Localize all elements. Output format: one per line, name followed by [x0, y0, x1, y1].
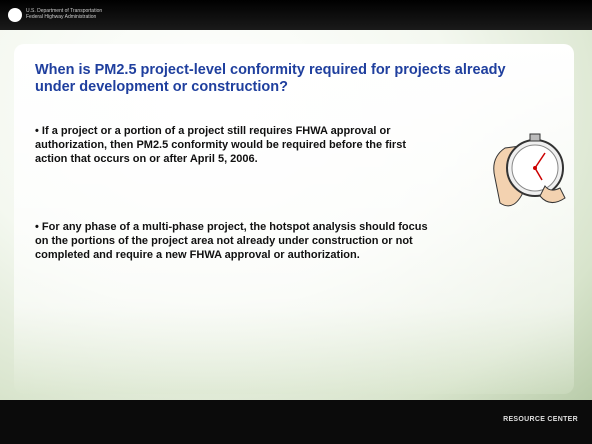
- bullet: • For any phase of a multi-phase project…: [35, 220, 440, 262]
- slide: U.S. Department of Transportation Federa…: [0, 0, 592, 444]
- footer-bar: RESOURCE CENTER: [0, 400, 592, 444]
- dot-seal: [8, 8, 22, 22]
- agency-name: U.S. Department of Transportation Federa…: [26, 8, 102, 20]
- header-bar: U.S. Department of Transportation Federa…: [0, 0, 592, 30]
- content-panel: [14, 44, 574, 394]
- slide-title: When is PM2.5 project-level conformity r…: [35, 62, 515, 96]
- agency-line: Federal Highway Administration: [26, 14, 102, 20]
- bullet-text: For any phase of a multi-phase project, …: [35, 221, 428, 261]
- stopwatch-illustration: [490, 118, 575, 218]
- bullet: • If a project or a portion of a project…: [35, 124, 440, 166]
- footer-logo: RESOURCE CENTER: [503, 416, 578, 423]
- bullet-text: If a project or a portion of a project s…: [35, 125, 406, 165]
